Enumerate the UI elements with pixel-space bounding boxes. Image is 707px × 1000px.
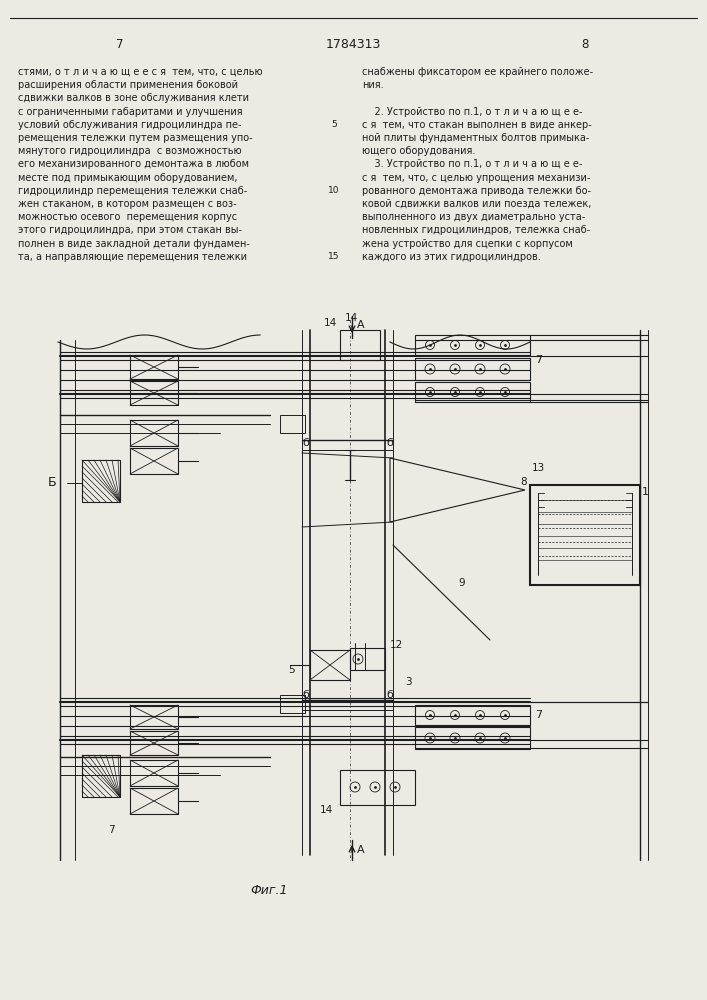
Bar [280, 415, 305, 433]
Text: рованного демонтажа привода тележки бо-: рованного демонтажа привода тележки бо- [362, 186, 591, 196]
Text: 7: 7 [108, 825, 115, 835]
Text: 12: 12 [390, 640, 403, 650]
Text: 9: 9 [458, 578, 464, 588]
Text: можностью осевого  перемещения корпус: можностью осевого перемещения корпус [18, 212, 237, 222]
Text: 10: 10 [328, 186, 340, 195]
Text: 1784313: 1784313 [325, 37, 380, 50]
Text: 14: 14 [324, 318, 337, 328]
Text: 14: 14 [320, 805, 333, 815]
Bar [130, 788, 178, 814]
Bar [82, 460, 120, 502]
Text: каждого из этих гидроцилиндров.: каждого из этих гидроцилиндров. [362, 252, 541, 262]
Text: 13: 13 [532, 463, 545, 473]
Bar [310, 650, 350, 680]
Text: полнен в виде закладной детали фундамен-: полнен в виде закладной детали фундамен- [18, 239, 250, 249]
Text: с ограниченными габаритами и улучшения: с ограниченными габаритами и улучшения [18, 107, 243, 117]
Text: 7: 7 [535, 710, 542, 720]
Text: 5: 5 [288, 665, 295, 675]
Bar [415, 335, 530, 355]
Text: б: б [302, 438, 309, 448]
Text: б: б [386, 690, 393, 700]
Bar [415, 705, 530, 725]
Text: та, а направляющие перемещения тележки: та, а направляющие перемещения тележки [18, 252, 247, 262]
Text: стями, о т л и ч а ю щ е е с я  тем, что, с целью: стями, о т л и ч а ю щ е е с я тем, что,… [18, 67, 262, 77]
Text: 8: 8 [520, 477, 527, 487]
Text: жен стаканом, в котором размещен с воз-: жен стаканом, в котором размещен с воз- [18, 199, 237, 209]
Bar [415, 358, 530, 380]
Text: 7: 7 [535, 355, 542, 365]
Text: его механизированного демонтажа в любом: его механизированного демонтажа в любом [18, 159, 249, 169]
Text: сдвижки валков в зоне обслуживания клети: сдвижки валков в зоне обслуживания клети [18, 93, 249, 103]
Text: 8: 8 [581, 37, 589, 50]
Text: новленных гидроцилиндров, тележка снаб-: новленных гидроцилиндров, тележка снаб- [362, 225, 590, 235]
Text: расширения области применения боковой: расширения области применения боковой [18, 80, 238, 90]
Bar [415, 727, 530, 749]
Text: Фиг.1: Фиг.1 [250, 884, 288, 896]
Text: 3. Устройство по п.1, о т л и ч а ю щ е е-: 3. Устройство по п.1, о т л и ч а ю щ е … [362, 159, 583, 169]
Bar [415, 382, 530, 402]
Bar [130, 760, 178, 786]
Text: условий обслуживания гидроцилиндра пе-: условий обслуживания гидроцилиндра пе- [18, 120, 242, 130]
Bar [130, 448, 178, 474]
Text: 15: 15 [328, 252, 340, 261]
Text: ремещения тележки путем размещения упо-: ремещения тележки путем размещения упо- [18, 133, 252, 143]
Text: с я  тем, что стакан выполнен в виде анкер-: с я тем, что стакан выполнен в виде анке… [362, 120, 592, 130]
Text: 7: 7 [116, 37, 124, 50]
Text: 14: 14 [345, 313, 358, 323]
Text: выполненного из двух диаметрально уста-: выполненного из двух диаметрально уста- [362, 212, 585, 222]
Bar [130, 355, 178, 379]
Text: б: б [386, 438, 393, 448]
Text: жена устройство для сцепки с корпусом: жена устройство для сцепки с корпусом [362, 239, 573, 249]
Text: снабжены фиксатором ее крайнего положе-: снабжены фиксатором ее крайнего положе- [362, 67, 593, 77]
Text: гидроцилиндр перемещения тележки снаб-: гидроцилиндр перемещения тележки снаб- [18, 186, 247, 196]
Bar [130, 381, 178, 405]
Text: Б: Б [47, 477, 57, 489]
Text: б: б [302, 690, 309, 700]
Text: А: А [357, 320, 365, 330]
Text: 1: 1 [642, 487, 649, 497]
Text: ной плиты фундаментных болтов примыка-: ной плиты фундаментных болтов примыка- [362, 133, 590, 143]
Bar [82, 755, 120, 797]
Text: А: А [357, 845, 365, 855]
Text: ния.: ния. [362, 80, 384, 90]
Bar [280, 695, 305, 713]
Text: 2. Устройство по п.1, о т л и ч а ю щ е е-: 2. Устройство по п.1, о т л и ч а ю щ е … [362, 107, 583, 117]
Text: 5: 5 [331, 120, 337, 129]
Bar [530, 485, 640, 585]
Bar [130, 705, 178, 729]
Text: с я  тем, что, с целью упрощения механизи-: с я тем, что, с целью упрощения механизи… [362, 173, 590, 183]
Bar [340, 770, 415, 805]
Text: ковой сдвижки валков или поезда тележек,: ковой сдвижки валков или поезда тележек, [362, 199, 591, 209]
Text: мянутого гидроцилиндра  с возможностью: мянутого гидроцилиндра с возможностью [18, 146, 242, 156]
Bar [130, 420, 178, 446]
Text: ющего оборудования.: ющего оборудования. [362, 146, 475, 156]
Bar [130, 731, 178, 755]
Bar [350, 648, 385, 670]
Text: месте под примыкающим оборудованием,: месте под примыкающим оборудованием, [18, 173, 238, 183]
Bar [340, 330, 380, 360]
Text: 3: 3 [405, 677, 411, 687]
Text: этого гидроцилиндра, при этом стакан вы-: этого гидроцилиндра, при этом стакан вы- [18, 225, 242, 235]
